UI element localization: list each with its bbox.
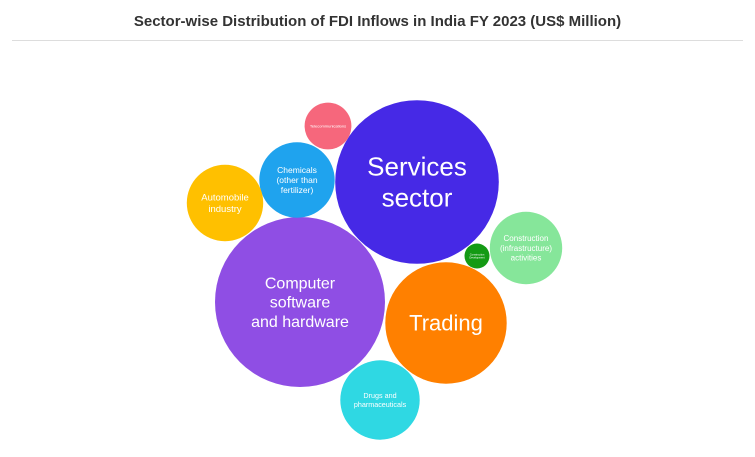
- bubble-label-trading: Trading: [409, 311, 483, 336]
- bubble-construction-infrastructure-activities[interactable]: [489, 211, 563, 285]
- bubble-label-construction-development: Construction Development: [469, 252, 485, 259]
- bubble-label-chemicals-other-than-fertilizer: Chemicals (other than fertilizer): [276, 165, 317, 195]
- bubble-construction-development[interactable]: [464, 243, 490, 269]
- bubble-label-telecommunications: Telecommunications: [310, 123, 346, 128]
- bubble-chemicals-other-than-fertilizer[interactable]: [259, 142, 335, 218]
- bubble-automobile-industry[interactable]: [186, 164, 264, 242]
- bubble-drugs-and-pharmaceuticals[interactable]: [340, 360, 420, 440]
- bubble-trading[interactable]: [385, 262, 507, 384]
- bubble-label-construction-infrastructure-activities: Construction (infrastructure) activities: [500, 234, 552, 262]
- bubble-services-sector[interactable]: [335, 100, 499, 264]
- bubble-label-services-sector: Services sector: [367, 152, 467, 213]
- bubble-label-automobile-industry: Automobile industry: [201, 193, 249, 215]
- bubble-label-computer-software-and-hardware: Computer software and hardware: [251, 275, 349, 330]
- bubble-label-drugs-and-pharmaceuticals: Drugs and pharmaceuticals: [354, 391, 407, 409]
- bubble-computer-software-and-hardware[interactable]: [215, 217, 385, 387]
- bubble-telecommunications[interactable]: [304, 102, 352, 150]
- chart-title: Sector-wise Distribution of FDI Inflows …: [12, 0, 743, 41]
